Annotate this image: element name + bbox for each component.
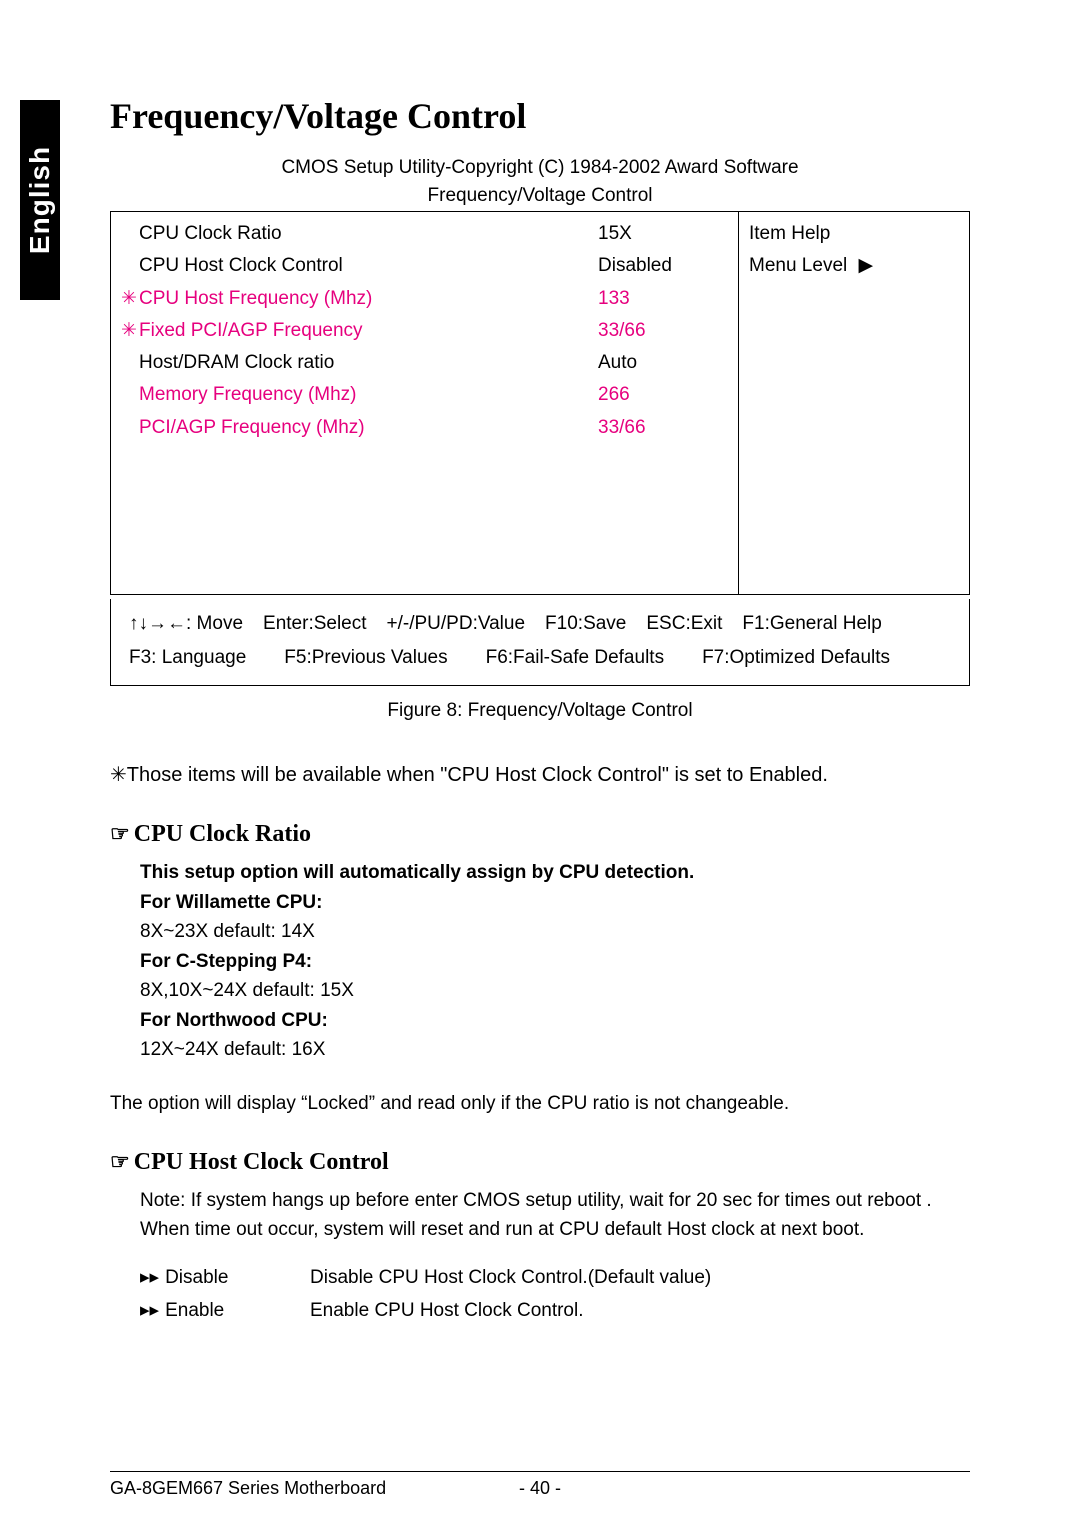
key-hint: F10:Save (545, 607, 626, 641)
copyright-line: CMOS Setup Utility-Copyright (C) 1984-20… (110, 157, 970, 179)
figure-caption: Figure 8: Frequency/Voltage Control (110, 700, 970, 722)
double-arrow-icon: ▸▸ (140, 1267, 159, 1288)
section-line: 8X,10X~24X default: 15X (140, 976, 970, 1005)
menu-level-label: Menu Level (749, 255, 847, 276)
key-hint: +/-/PU/PD:Value (387, 607, 526, 641)
option-row: ▸▸ Enable Enable CPU Host Clock Control. (140, 1295, 970, 1327)
section-line: For Willamette CPU: (140, 888, 970, 917)
option-row: ▸▸ Disable Disable CPU Host Clock Control… (140, 1262, 970, 1294)
option-key-text: Enable (165, 1300, 224, 1321)
row-marker (121, 412, 139, 444)
row-marker (121, 250, 139, 282)
section-body-cpu-host-clock: Note: If system hangs up before enter CM… (140, 1186, 970, 1245)
row-marker: ✳ (121, 283, 139, 315)
availability-note: ✳Those items will be available when "CPU… (110, 762, 970, 787)
option-description: Enable CPU Host Clock Control. (310, 1295, 584, 1327)
bios-value: Disabled (598, 250, 728, 282)
footer-page-number: - 40 - (397, 1478, 684, 1499)
bios-label: CPU Host Clock Control (139, 250, 598, 282)
bios-value: 266 (598, 379, 728, 411)
row-marker (121, 347, 139, 379)
item-help-title: Item Help (749, 218, 959, 250)
bios-value: 133 (598, 283, 728, 315)
bios-label: PCI/AGP Frequency (Mhz) (139, 412, 598, 444)
double-arrow-icon: ▸▸ (140, 1300, 159, 1321)
footer-line-1: ↑↓→←: Move Enter:Select +/-/PU/PD:Value … (129, 607, 951, 641)
footer-left: GA-8GEM667 Series Motherboard (110, 1478, 397, 1499)
key-hint: ↑↓→←: Move (129, 607, 243, 641)
bios-settings-column: CPU Clock Ratio 15X CPU Host Clock Contr… (111, 212, 739, 594)
option-key: ▸▸ Enable (140, 1295, 310, 1327)
bios-value: Auto (598, 347, 728, 379)
key-hint: F7:Optimized Defaults (702, 641, 890, 675)
bios-label: Memory Frequency (Mhz) (139, 379, 598, 411)
section-line: For Northwood CPU: (140, 1006, 970, 1035)
page-content: Frequency/Voltage Control CMOS Setup Uti… (110, 95, 970, 1327)
key-hint: F3: Language (129, 641, 246, 675)
key-hint: ESC:Exit (646, 607, 722, 641)
bios-row: CPU Clock Ratio 15X (121, 218, 728, 250)
locked-note: The option will display “Locked” and rea… (110, 1093, 970, 1115)
bios-row: ✳ CPU Host Frequency (Mhz) 133 (121, 283, 728, 315)
bios-label: Fixed PCI/AGP Frequency (139, 315, 598, 347)
bios-value: 15X (598, 218, 728, 250)
option-key: ▸▸ Disable (140, 1262, 310, 1294)
section-line: This setup option will automatically ass… (140, 858, 970, 887)
bios-footer-keys: ↑↓→←: Move Enter:Select +/-/PU/PD:Value … (110, 599, 970, 686)
hand-icon: ☞ (110, 821, 130, 846)
bios-label: CPU Host Frequency (Mhz) (139, 283, 598, 315)
key-hint: Enter:Select (263, 607, 367, 641)
bios-row: ✳ Fixed PCI/AGP Frequency 33/66 (121, 315, 728, 347)
key-hint: F1:General Help (742, 607, 881, 641)
option-description: Disable CPU Host Clock Control.(Default … (310, 1262, 711, 1294)
bios-label: Host/DRAM Clock ratio (139, 347, 598, 379)
bios-value: 33/66 (598, 315, 728, 347)
language-tab-label: English (24, 146, 56, 254)
section-title-text: CPU Clock Ratio (134, 821, 311, 847)
row-marker: ✳ (121, 315, 139, 347)
bios-help-column: Item Help Menu Level ▶ (739, 212, 969, 594)
bios-row: Memory Frequency (Mhz) 266 (121, 379, 728, 411)
key-hint: F5:Previous Values (284, 641, 447, 675)
section-line: For C-Stepping P4: (140, 947, 970, 976)
bios-row: PCI/AGP Frequency (Mhz) 33/66 (121, 412, 728, 444)
section-title-cpu-clock-ratio: ☞CPU Clock Ratio (110, 821, 970, 848)
bios-subtitle: Frequency/Voltage Control (110, 185, 970, 207)
section-title-cpu-host-clock: ☞CPU Host Clock Control (110, 1149, 970, 1176)
footer-line-2: F3: Language F5:Previous Values F6:Fail-… (129, 641, 951, 675)
bios-row: CPU Host Clock Control Disabled (121, 250, 728, 282)
bios-label: CPU Clock Ratio (139, 218, 598, 250)
page-title: Frequency/Voltage Control (110, 95, 970, 137)
option-key-text: Disable (165, 1267, 228, 1288)
section-line: 8X~23X default: 14X (140, 917, 970, 946)
section-title-text: CPU Host Clock Control (134, 1149, 389, 1175)
section-line: 12X~24X default: 16X (140, 1035, 970, 1064)
bios-table: CPU Clock Ratio 15X CPU Host Clock Contr… (110, 211, 970, 595)
section-body-cpu-clock-ratio: This setup option will automatically ass… (140, 858, 970, 1064)
bios-row: Host/DRAM Clock ratio Auto (121, 347, 728, 379)
key-hint: F6:Fail-Safe Defaults (486, 641, 664, 675)
row-marker (121, 379, 139, 411)
menu-level-row: Menu Level ▶ (749, 250, 959, 282)
bios-value: 33/66 (598, 412, 728, 444)
language-tab: English (20, 100, 60, 300)
page-footer: GA-8GEM667 Series Motherboard - 40 - (110, 1471, 970, 1499)
triangle-right-icon: ▶ (859, 250, 874, 282)
row-marker (121, 218, 139, 250)
footer-right (683, 1478, 970, 1499)
hand-icon: ☞ (110, 1149, 130, 1174)
